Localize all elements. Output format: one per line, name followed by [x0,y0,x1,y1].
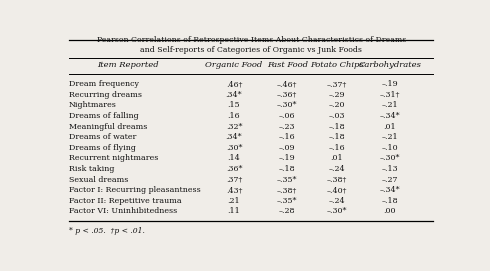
Text: Pearson Correlations of Retrospective Items About Characteristics of Dreams: Pearson Correlations of Retrospective It… [97,36,406,44]
Text: –.35*: –.35* [277,176,297,183]
Text: –.13: –.13 [381,165,398,173]
Text: –.30*: –.30* [277,101,297,109]
Text: –.18: –.18 [328,122,345,131]
Text: –.03: –.03 [328,112,345,120]
Text: Dreams of water: Dreams of water [69,133,136,141]
Text: –.20: –.20 [328,101,345,109]
Text: .15: .15 [228,101,241,109]
Text: –.18: –.18 [279,165,295,173]
Text: –.36†: –.36† [277,91,297,99]
Text: and Self-reports of Categories of Organic vs Junk Foods: and Self-reports of Categories of Organi… [140,46,362,54]
Text: –.31†: –.31† [379,91,400,99]
Text: Carbohydrates: Carbohydrates [358,61,421,69]
Text: Factor II: Repetitive trauma: Factor II: Repetitive trauma [69,197,181,205]
Text: .30*: .30* [226,144,242,152]
Text: –.24: –.24 [328,165,345,173]
Text: –.46†: –.46† [277,80,297,88]
Text: .01: .01 [330,154,343,162]
Text: –.30*: –.30* [326,207,347,215]
Text: –.18: –.18 [328,133,345,141]
Text: Factor I: Recurring pleasantness: Factor I: Recurring pleasantness [69,186,200,194]
Text: –.29: –.29 [328,91,345,99]
Text: –.19: –.19 [279,154,295,162]
Text: –.23: –.23 [279,122,295,131]
Text: –.21: –.21 [381,101,398,109]
Text: .36*: .36* [226,165,242,173]
Text: * p < .05.  †p < .01.: * p < .05. †p < .01. [69,227,145,235]
Text: –.18: –.18 [381,197,398,205]
Text: .34*: .34* [226,91,243,99]
Text: –.34*: –.34* [379,186,400,194]
Text: –.37†: –.37† [326,80,347,88]
Text: Dream frequency: Dream frequency [69,80,139,88]
Text: Organic Food: Organic Food [205,61,263,69]
Text: Sexual dreams: Sexual dreams [69,176,128,183]
Text: –.34*: –.34* [379,112,400,120]
Text: Potato Chips: Potato Chips [310,61,364,69]
Text: Recurrent nightmares: Recurrent nightmares [69,154,158,162]
Text: .16: .16 [228,112,241,120]
Text: Recurring dreams: Recurring dreams [69,91,142,99]
Text: –.35*: –.35* [277,197,297,205]
Text: Nightmares: Nightmares [69,101,117,109]
Text: Fast Food: Fast Food [267,61,308,69]
Text: –.19: –.19 [381,80,398,88]
Text: Risk taking: Risk taking [69,165,114,173]
Text: –.21: –.21 [381,133,398,141]
Text: –.28: –.28 [279,207,295,215]
Text: –.09: –.09 [279,144,295,152]
Text: Meaningful dreams: Meaningful dreams [69,122,147,131]
Text: .14: .14 [228,154,241,162]
Text: Item Reported: Item Reported [97,61,159,69]
Text: .00: .00 [384,207,396,215]
Text: –.10: –.10 [381,144,398,152]
Text: Factor VI: Uninhibitedness: Factor VI: Uninhibitedness [69,207,177,215]
Text: –.16: –.16 [279,133,295,141]
Text: .37†: .37† [226,176,242,183]
Text: .32*: .32* [226,122,242,131]
Text: .21: .21 [228,197,241,205]
Text: Dreams of flying: Dreams of flying [69,144,136,152]
Text: .43†: .43† [226,186,242,194]
Text: Dreams of falling: Dreams of falling [69,112,139,120]
Text: –.06: –.06 [279,112,295,120]
Text: –.30*: –.30* [379,154,400,162]
Text: –.24: –.24 [328,197,345,205]
Text: –.38†: –.38† [277,186,297,194]
Text: –.16: –.16 [328,144,345,152]
Text: .34*: .34* [226,133,243,141]
Text: .01: .01 [383,122,396,131]
Text: .46†: .46† [226,80,242,88]
Text: –.40†: –.40† [326,186,347,194]
Text: –.38†: –.38† [326,176,347,183]
Text: –.27: –.27 [382,176,398,183]
Text: .11: .11 [228,207,241,215]
